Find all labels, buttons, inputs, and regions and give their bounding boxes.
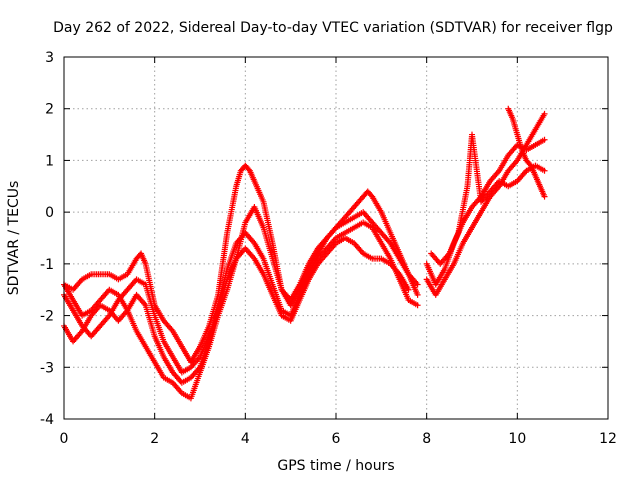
data-points [61, 105, 548, 402]
series-track-7 [428, 131, 548, 267]
y-tick-label: -4 [40, 412, 54, 428]
y-tick-label: 0 [45, 205, 54, 221]
x-axis-label: GPS time / hours [277, 458, 394, 474]
data-point [414, 291, 421, 298]
y-tick-label: -3 [40, 360, 54, 376]
y-tick-label: 2 [45, 102, 54, 118]
x-tick-label: 0 [60, 431, 69, 447]
series-track-4 [61, 203, 421, 402]
x-tick-labels: 0 2 4 6 8 10 12 [60, 431, 617, 447]
chart-title: Day 262 of 2022, Sidereal Day-to-day VTE… [53, 20, 613, 36]
data-point [368, 192, 375, 199]
y-tick-label: -2 [40, 309, 54, 325]
x-tick-label: 10 [508, 431, 526, 447]
x-tick-label: 6 [332, 431, 341, 447]
data-point [541, 193, 548, 200]
data-point [541, 110, 548, 117]
x-tick-label: 4 [241, 431, 250, 447]
x-tick-label: 2 [150, 431, 159, 447]
y-axis-label: SDTVAR / TECUs [6, 181, 22, 296]
data-point [541, 167, 548, 174]
series-track-8 [505, 105, 548, 200]
x-tick-label: 12 [599, 431, 617, 447]
data-point [541, 136, 548, 143]
data-point [414, 302, 421, 309]
series-track-6 [423, 110, 548, 298]
y-tick-labels: -4 -3 -2 -1 0 1 2 3 [40, 50, 54, 428]
data-point [414, 281, 421, 288]
y-tick-label: -1 [40, 257, 54, 273]
data-point [245, 166, 252, 173]
series-track-1 [61, 162, 421, 366]
x-tick-label: 8 [422, 431, 431, 447]
plot-frame [63, 56, 609, 420]
y-tick-label: 1 [45, 153, 54, 169]
data-point [526, 161, 533, 168]
y-tick-label: 3 [45, 50, 54, 66]
data-point [405, 286, 412, 293]
